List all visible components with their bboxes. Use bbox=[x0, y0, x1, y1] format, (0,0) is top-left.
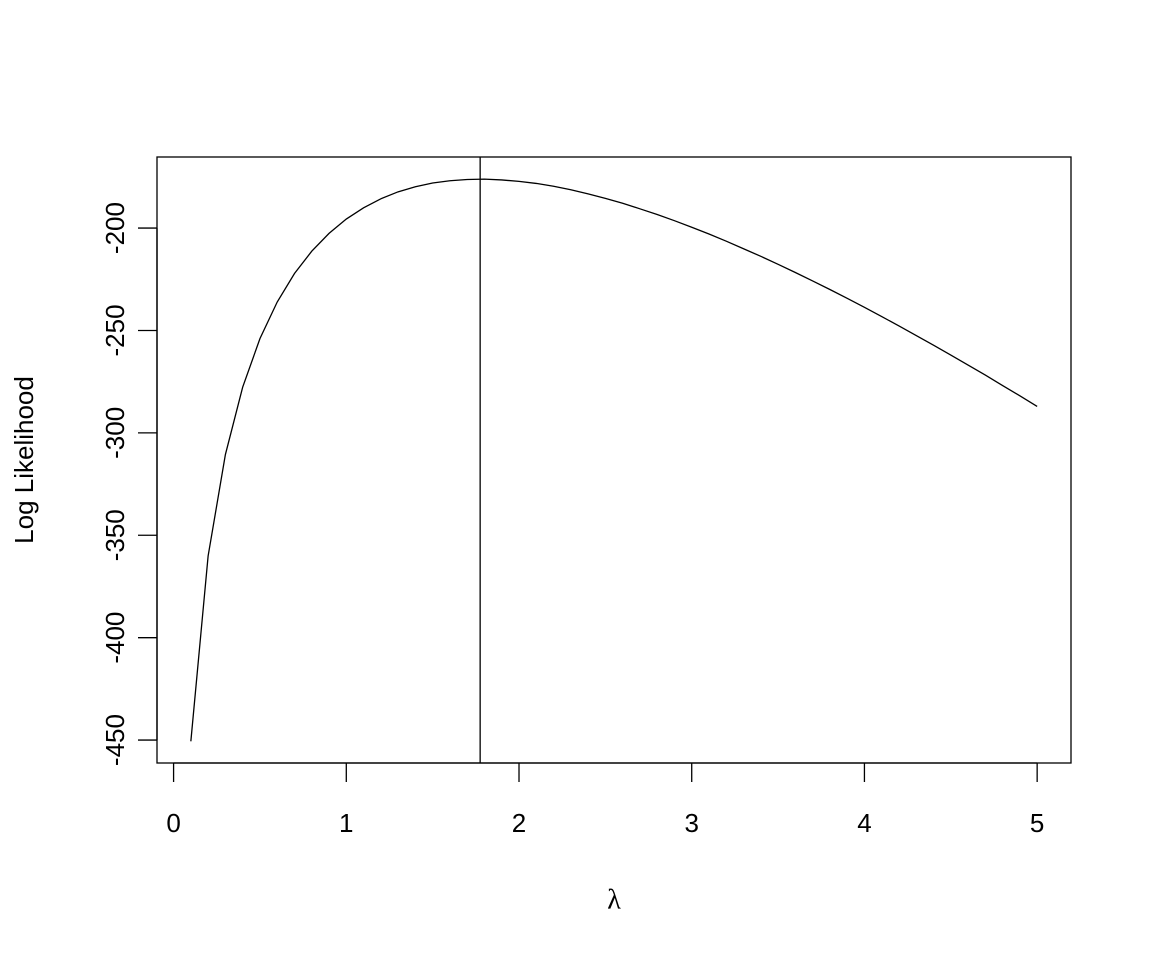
y-axis-label: Log Likelihood bbox=[9, 376, 39, 544]
y-tick-label: -450 bbox=[100, 714, 130, 766]
likelihood-curve bbox=[190, 178, 1038, 742]
x-tick-label: 4 bbox=[857, 808, 871, 838]
y-tick-label: -400 bbox=[100, 612, 130, 664]
plot-box bbox=[156, 156, 1072, 764]
x-tick-label: 3 bbox=[684, 808, 698, 838]
x-tick-label: 5 bbox=[1030, 808, 1044, 838]
y-tick-label: -350 bbox=[100, 509, 130, 561]
x-tick-label: 2 bbox=[512, 808, 526, 838]
y-tick-label: -200 bbox=[100, 202, 130, 254]
y-tick-label: -250 bbox=[100, 304, 130, 356]
x-tick-label: 1 bbox=[339, 808, 353, 838]
y-tick-label: -300 bbox=[100, 407, 130, 459]
x-axis-label: λ bbox=[607, 884, 621, 915]
x-tick-label: 0 bbox=[166, 808, 180, 838]
